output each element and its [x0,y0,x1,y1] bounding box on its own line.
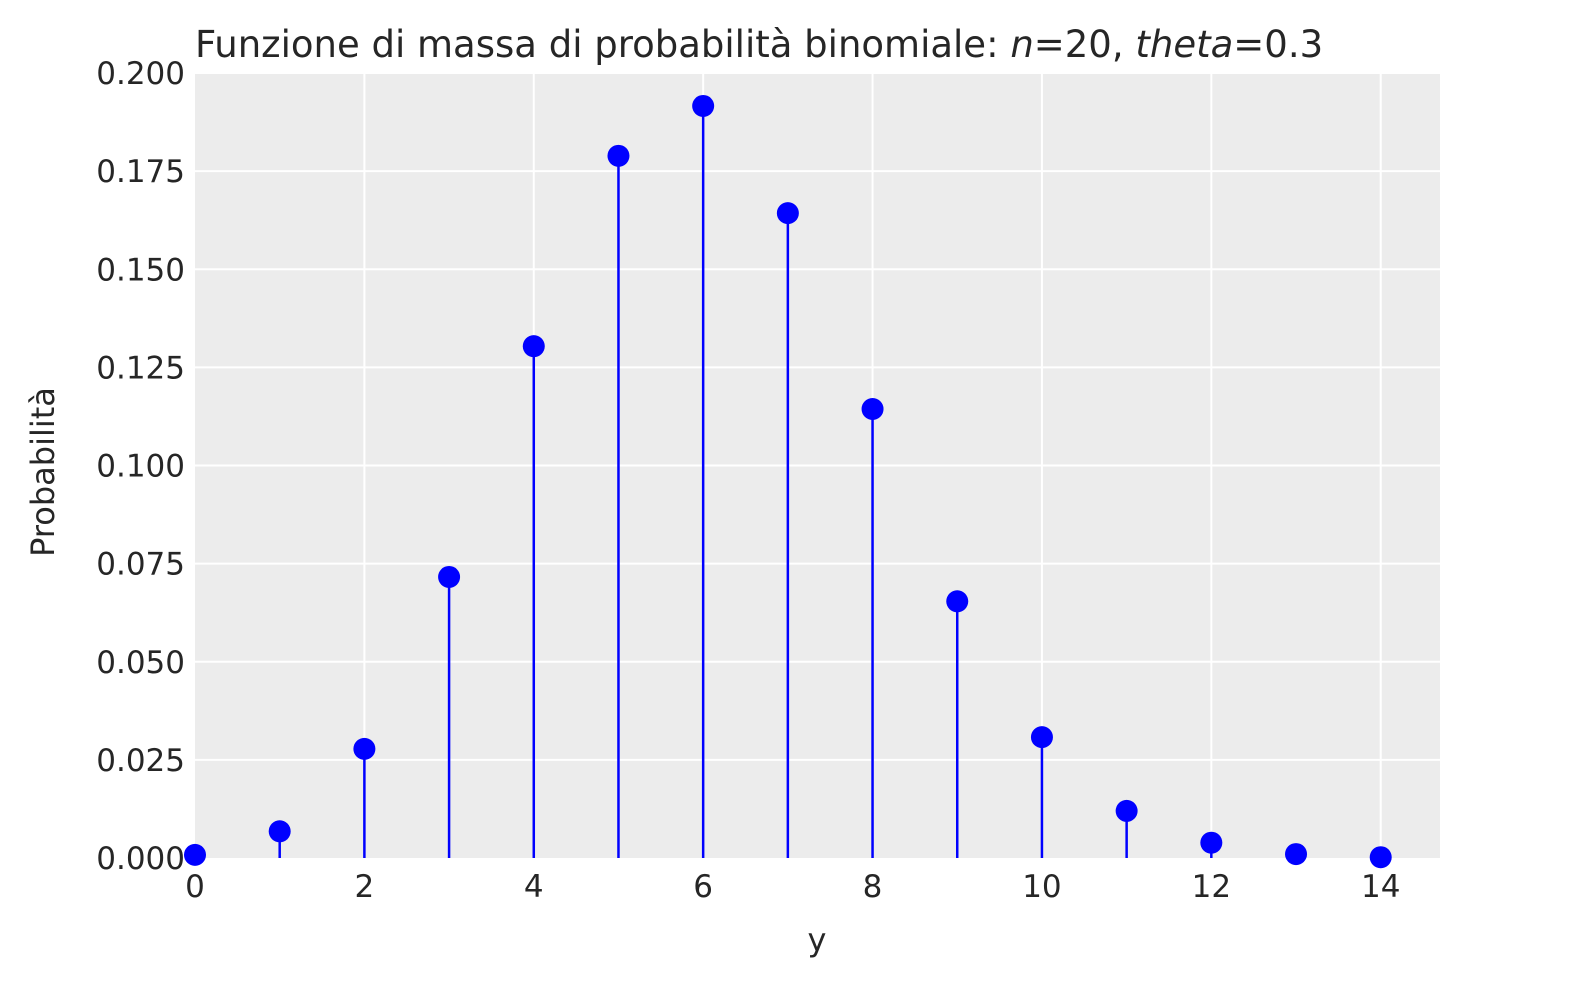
y-tick-label: 0.050 [96,645,185,681]
x-tick-label: 10 [1022,869,1061,905]
data-point [353,737,376,760]
y-axis-label: Probabilità [24,387,62,557]
data-point [268,820,291,843]
x-tick-label: 8 [863,869,883,905]
data-point [946,590,969,613]
markers [184,94,1392,869]
y-tick-label: 0.150 [96,252,185,288]
y-tick-label: 0.175 [96,154,185,190]
y-tick-label: 0.075 [96,547,185,583]
chart-title: Funzione di massa di probabilità binomia… [195,23,1323,66]
y-tick-label: 0.125 [96,350,185,386]
x-tick-label: 2 [355,869,375,905]
data-point [692,94,715,117]
data-point [1115,799,1138,822]
x-tick-label: 14 [1361,869,1400,905]
data-point [522,335,545,358]
data-point [776,202,799,225]
stems [193,105,1382,858]
x-tick-label: 12 [1192,869,1231,905]
x-tick-label: 0 [185,869,205,905]
y-axis-ticks: 0.000 0.025 0.050 0.075 0.100 0.125 0.150 0.175… [96,56,185,877]
data-point [1285,843,1308,866]
x-tick-label: 4 [524,869,544,905]
y-tick-label: 0.200 [96,56,185,92]
data-point [607,144,630,167]
data-point [438,565,461,588]
x-axis-ticks: 0 2 4 6 8 10 12 14 [185,869,1400,905]
data-point [1200,831,1223,854]
y-tick-label: 0.100 [96,449,185,485]
data-point [1030,726,1053,749]
data-point [1369,846,1392,869]
y-tick-label: 0.000 [96,841,185,877]
x-axis-label: y [808,921,827,959]
y-tick-label: 0.025 [96,743,185,779]
x-tick-label: 6 [693,869,713,905]
data-point [861,397,884,420]
data-point [184,843,206,866]
